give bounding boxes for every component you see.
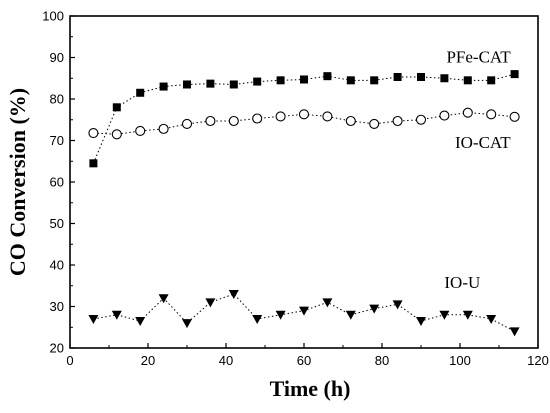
data-point-io-cat bbox=[252, 113, 263, 124]
y-tick-label: 80 bbox=[50, 92, 64, 107]
series-label-io-cat: IO-CAT bbox=[455, 133, 511, 152]
data-point-io-u bbox=[509, 327, 520, 337]
data-point-io-u bbox=[486, 314, 497, 324]
data-point-io-cat bbox=[322, 111, 333, 122]
x-tick-label: 40 bbox=[219, 353, 233, 368]
y-axis-title: CO Conversion (%) bbox=[5, 88, 30, 276]
data-point-io-u bbox=[439, 310, 450, 320]
data-point-io-u bbox=[88, 314, 99, 324]
data-point-pfe-cat bbox=[510, 70, 519, 79]
series-pfe-cat bbox=[89, 70, 519, 168]
data-point-io-u bbox=[111, 310, 122, 320]
data-point-io-u bbox=[299, 306, 309, 316]
data-point-io-u bbox=[322, 298, 333, 308]
data-point-pfe-cat bbox=[323, 72, 332, 81]
series-io-cat bbox=[88, 107, 520, 140]
data-point-io-cat bbox=[298, 109, 310, 120]
x-tick-label: 60 bbox=[297, 353, 311, 368]
data-point-io-u bbox=[228, 290, 239, 300]
data-point-io-cat bbox=[135, 125, 146, 137]
data-point-io-u bbox=[392, 300, 403, 310]
data-point-io-cat bbox=[205, 115, 216, 127]
y-tick-label: 60 bbox=[50, 175, 64, 190]
data-point-io-u bbox=[275, 310, 286, 320]
data-point-io-cat bbox=[392, 115, 403, 127]
series-label-pfe-cat: PFe-CAT bbox=[446, 47, 511, 66]
data-point-pfe-cat bbox=[159, 82, 168, 91]
data-point-pfe-cat bbox=[183, 80, 191, 89]
data-point-io-u bbox=[369, 304, 380, 314]
data-point-io-cat bbox=[486, 109, 497, 120]
data-point-pfe-cat bbox=[229, 80, 238, 89]
data-point-pfe-cat bbox=[89, 159, 98, 168]
data-point-io-cat bbox=[415, 114, 427, 125]
data-point-io-u bbox=[345, 310, 356, 320]
x-tick-label: 20 bbox=[141, 353, 155, 368]
series-labels: PFe-CAT IO-CAT IO-U bbox=[444, 47, 511, 291]
data-point-pfe-cat bbox=[393, 73, 402, 82]
data-point-io-cat bbox=[111, 129, 122, 140]
data-point-pfe-cat bbox=[206, 79, 215, 88]
data-point-io-u bbox=[416, 317, 426, 327]
data-point-pfe-cat bbox=[253, 77, 262, 86]
y-tick-label: 70 bbox=[50, 133, 64, 148]
x-axis-title: Time (h) bbox=[270, 376, 351, 401]
data-point-io-u bbox=[135, 317, 146, 327]
data-point-io-cat bbox=[228, 115, 239, 127]
data-point-io-cat bbox=[158, 123, 169, 134]
data-point-pfe-cat bbox=[370, 76, 379, 85]
data-point-io-cat bbox=[275, 111, 286, 122]
data-point-pfe-cat bbox=[112, 103, 121, 112]
data-point-pfe-cat bbox=[300, 75, 308, 84]
x-tick-label: 100 bbox=[449, 353, 471, 368]
data-point-io-cat bbox=[439, 110, 450, 121]
data-point-pfe-cat bbox=[136, 88, 145, 97]
series-layer bbox=[88, 70, 520, 337]
data-point-pfe-cat bbox=[346, 76, 355, 85]
y-tick-label: 100 bbox=[42, 9, 64, 24]
y-tick-label: 50 bbox=[50, 216, 64, 231]
y-tick-label: 20 bbox=[50, 341, 64, 356]
data-point-io-cat bbox=[462, 107, 473, 118]
y-tick-label: 90 bbox=[50, 50, 64, 65]
x-tick-label: 0 bbox=[66, 353, 73, 368]
data-point-pfe-cat bbox=[417, 73, 425, 82]
data-point-io-u bbox=[462, 310, 473, 320]
data-point-pfe-cat bbox=[276, 76, 285, 85]
data-point-io-cat bbox=[345, 115, 356, 127]
data-point-pfe-cat bbox=[463, 76, 472, 85]
data-point-io-cat bbox=[369, 118, 380, 129]
series-label-io-u: IO-U bbox=[444, 273, 480, 292]
data-point-io-u bbox=[182, 319, 192, 329]
data-point-io-u bbox=[252, 314, 263, 324]
data-point-io-u bbox=[205, 298, 216, 308]
x-tick-label: 80 bbox=[375, 353, 389, 368]
y-tick-label: 30 bbox=[50, 299, 64, 314]
data-point-io-cat bbox=[181, 118, 193, 129]
data-point-io-cat bbox=[509, 111, 520, 122]
data-point-io-cat bbox=[88, 127, 99, 139]
series-io-u bbox=[88, 290, 520, 337]
x-tick-label: 120 bbox=[527, 353, 549, 368]
y-tick-label: 40 bbox=[50, 258, 64, 273]
data-point-pfe-cat bbox=[440, 74, 449, 83]
data-point-io-u bbox=[158, 294, 169, 304]
data-point-pfe-cat bbox=[487, 76, 496, 85]
